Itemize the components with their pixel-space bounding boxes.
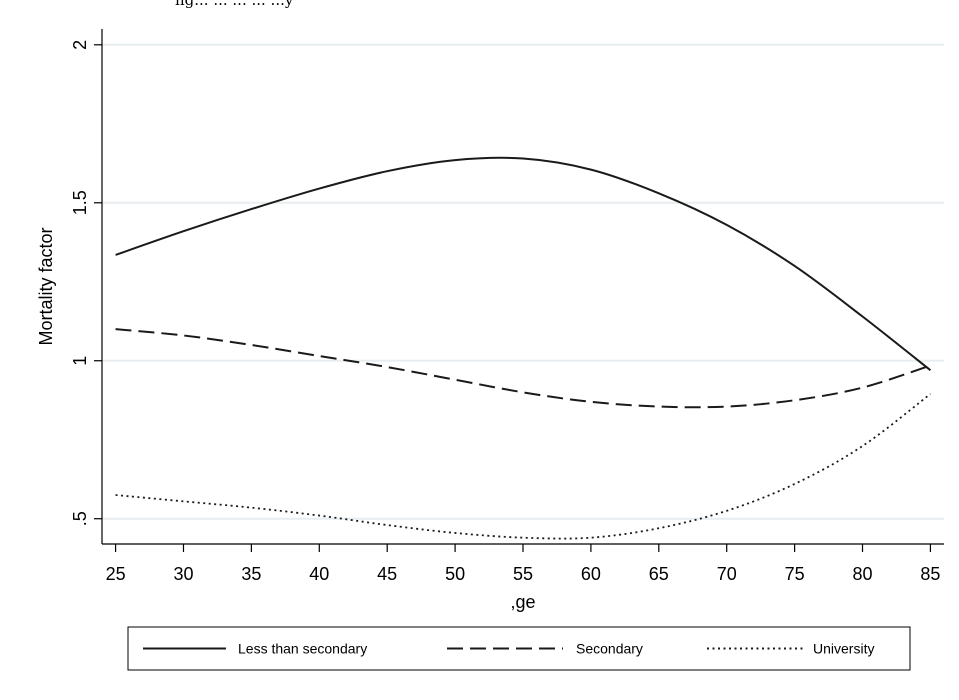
x-tick-label-8: 65 [649, 564, 669, 584]
x-tick-label-3: 40 [309, 564, 329, 584]
y-tick-label-0: .5 [70, 511, 90, 526]
x-tick-label-2: 35 [241, 564, 261, 584]
x-tick-label-7: 60 [581, 564, 601, 584]
x-tick-label-11: 80 [853, 564, 873, 584]
x-tick-label-10: 75 [785, 564, 805, 584]
x-tick-label-0: 25 [106, 564, 126, 584]
x-tick-label-5: 50 [445, 564, 465, 584]
y-tick-label-3: 2 [70, 40, 90, 50]
x-tick-label-6: 55 [513, 564, 533, 584]
x-tick-label-12: 85 [920, 564, 940, 584]
y-tick-label-2: 1.5 [70, 190, 90, 215]
legend-label-secondary: Secondary [576, 641, 643, 657]
x-tick-label-1: 30 [173, 564, 193, 584]
legend-label-less-than-secondary: Less than secondary [238, 641, 367, 657]
x-axis-title: ,ge [510, 592, 535, 612]
legend-label-university: University [813, 641, 874, 657]
x-tick-label-9: 70 [717, 564, 737, 584]
y-axis-title: Mortality factor [36, 227, 56, 345]
clipped-top-text: ng... ... ... ... ...y [175, 0, 294, 9]
x-tick-label-4: 45 [377, 564, 397, 584]
series-line-less-than-secondary [115, 156, 932, 372]
plot-area [102, 29, 944, 544]
y-tick-label-1: 1 [70, 356, 90, 366]
